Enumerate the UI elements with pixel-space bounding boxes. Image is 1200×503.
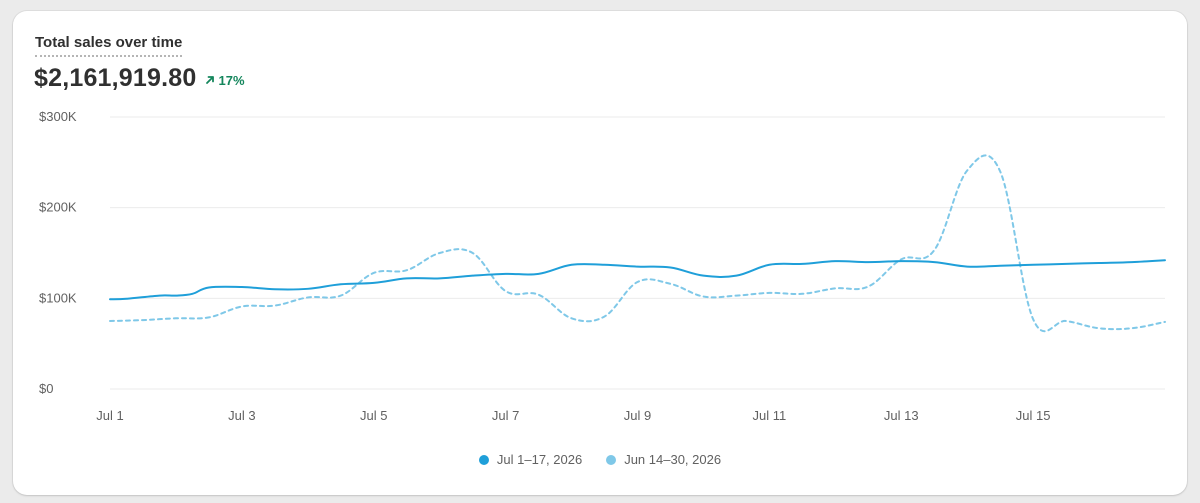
legend-dot-previous — [606, 454, 617, 465]
x-axis: Jul 1 Jul 3 Jul 5 Jul 7 Jul 9 Jul 11 Jul 13 Jul… — [96, 408, 1050, 423]
line-chart: $0$100K$200K$300K Jul 1 Jul 3 Jul 5 Jul 7 Ju… — [39, 109, 1166, 423]
y-axis: $0 $100K $200K $300K — [39, 109, 77, 396]
change-badge: 17% — [205, 72, 245, 88]
x-tick-label: Jul 7 — [492, 408, 519, 423]
x-tick-label: Jul 1 — [96, 408, 123, 423]
grid-lines — [110, 116, 1165, 390]
legend-item-previous[interactable]: Jun 14–30, 2026 — [606, 452, 721, 467]
y-tick-label: $0 — [39, 381, 53, 396]
x-tick-label: Jul 11 — [753, 408, 787, 423]
arrow-up-right-icon — [206, 76, 215, 84]
change-percent: 17% — [218, 72, 245, 88]
legend-dot-current — [478, 454, 489, 465]
x-tick-label: Jul 5 — [360, 408, 387, 423]
series-lines — [109, 154, 1166, 333]
legend-label-current: Jul 1–17, 2026 — [496, 452, 583, 467]
total-sales-value: $2,161,919.80 — [34, 64, 197, 92]
x-tick-label: Jul 13 — [884, 408, 919, 423]
series-line-previous[interactable] — [109, 154, 1166, 333]
total-row: $2,161,919.80 17% — [34, 64, 245, 93]
x-tick-label: Jul 15 — [1016, 408, 1051, 423]
chart-legend: Jul 1–17, 2026 Jun 14–30, 2026 — [13, 452, 1187, 467]
x-tick-label: Jul 9 — [624, 408, 651, 423]
legend-label-previous: Jun 14–30, 2026 — [624, 452, 722, 467]
y-tick-label: $200K — [39, 200, 77, 215]
sales-chart-card: Total sales over time $2,161,919.80 17% … — [13, 11, 1187, 495]
card-title[interactable]: Total sales over time — [35, 34, 183, 57]
x-tick-label: Jul 3 — [228, 408, 255, 423]
y-tick-label: $300K — [39, 109, 77, 124]
y-tick-label: $100K — [39, 290, 77, 305]
series-line-current[interactable] — [109, 259, 1166, 301]
legend-item-current[interactable]: Jul 1–17, 2026 — [478, 452, 583, 467]
